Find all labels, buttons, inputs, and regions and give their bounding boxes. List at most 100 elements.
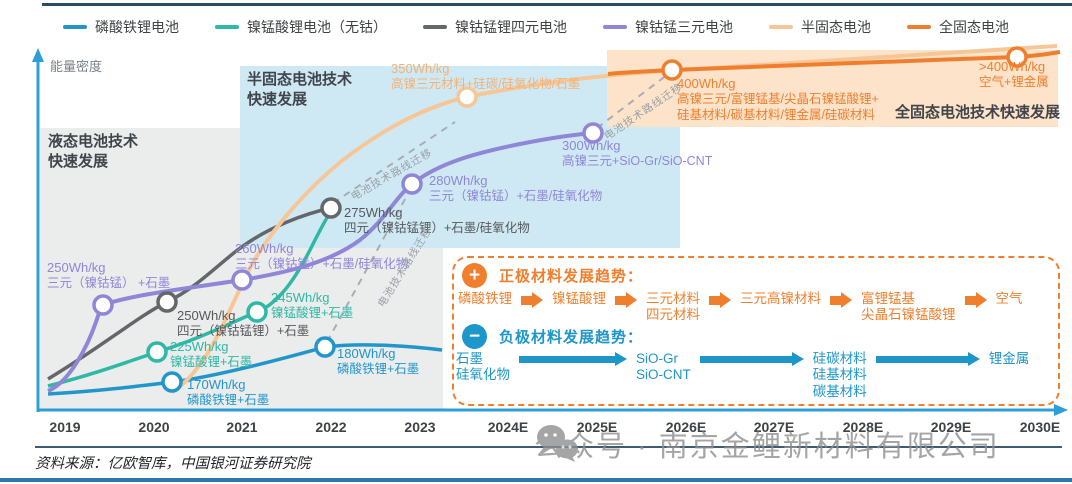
wechat-icon [537,425,578,462]
trend-item: 锂金属 [988,351,1030,366]
arrow-shaft [519,355,615,363]
data-label: 275Wh/kg 四元（镍钴锰锂）+石墨/硅氧化物 [344,205,530,237]
legend-swatch-icon [63,25,87,29]
data-label: 245Wh/kg 镍锰酸锂+石墨 [271,290,353,322]
data-label: 250Wh/kg 四元（镍钴锰锂）+石墨 [177,308,309,340]
data-label-materials: 磷酸铁锂+石墨 [337,362,420,377]
trend-item: 三元材料 四元材料 [646,291,700,323]
legend-swatch-icon [423,25,447,29]
trend-arrow-icon [964,292,987,308]
top-border-rule [42,3,1072,6]
positive-trend-header: + 正极材料发展趋势： [462,263,643,288]
data-label-materials: 镍锰酸锂+石墨 [170,355,253,370]
data-label-materials: 高镍三元/富锂锰基/尖晶石镍锰酸锂+ 硅基材料/碳基材料/锂金属/硅碳材料 [677,92,879,122]
arrow-head [615,352,627,366]
arrow-shaft [875,355,968,363]
trend-arrow-icon [521,292,543,308]
legend-item-4: 半固态电池 [769,17,871,37]
region-title-semi-solid: 半固态电池技术 快速发展 [247,71,353,109]
data-label: 280Wh/kg 三元（镍钴锰）+石墨/硅氧化物 [429,173,602,205]
series-all-solid-line [607,50,1061,76]
x-tick: 2029E [930,419,972,435]
migration-dashed-lines [326,74,668,343]
bottom-border-rule [0,478,1072,482]
minus-icon: − [462,324,487,349]
legend-label: 镍钴锰锂四元电池 [455,19,567,35]
arrow-head [967,352,980,366]
arrow-head [720,292,731,308]
positive-trend-row: 磷酸铁锂 镍锰酸锂 三元材料 四元材料 三元高镍材料 富锂锰基 尖晶石镍锰酸锂 空气 [458,291,1052,324]
data-label-value: 300Wh/kg [562,138,621,153]
legend-swatch-icon [907,25,931,29]
watermark: 公众号 · 南京金鲤新材料有限公司 [534,423,1000,465]
data-label-materials: 镍锰酸锂+石墨 [271,306,354,321]
trend-item: 硅碳材料 硅基材料 碳基材料 [812,351,867,399]
legend: 磷酸铁锂电池 镍锰酸锂电池（无钴） 镍钴锰锂四元电池 镍钴锰三元电池 半固态电池 全固态电… [0,17,1072,37]
data-label: 170Wh/kg 磷酸铁锂+石墨 [187,377,269,409]
data-label-value: 275Wh/kg [344,205,403,220]
arrow-head [791,352,804,366]
data-label-materials: 高镍三元+SiO-Gr/SiO-CNT [562,154,713,169]
data-point-markers [92,46,1028,393]
legend-label: 半固态电池 [801,19,871,35]
trend-item: 三元高镍材料 [740,291,821,306]
data-label-materials: 空气+锂金属 [979,75,1049,90]
arrow-head [532,292,543,308]
trend-item: 石墨 硅氧化物 [456,351,510,383]
legend-item-3: 镍钴锰三元电池 [603,17,733,37]
negative-trend-row: 石墨 硅氧化物 SiO-Gr SiO-CNT 硅碳材料 硅基材料 碳基材料 锂金属 [456,351,1056,400]
data-label: 350Wh/kg 高镍三元材料+硅碳/硅氧化物/石墨 [391,61,580,93]
x-tick: 2022 [315,419,347,435]
x-tick: 2019 [49,419,81,435]
data-label: 400Wh/kg 高镍三元/富锂锰基/尖晶石镍锰酸锂+ 硅基材料/碳基材料/锂金属… [677,76,879,123]
legend-swatch-icon [603,25,627,29]
legend-item-2: 镍钴锰锂四元电池 [423,17,567,37]
legend-item-0: 磷酸铁锂电池 [63,17,179,37]
data-label-value: >400Wh/kg [979,59,1046,74]
data-label-value: 180Wh/kg [337,346,396,361]
data-label: 260Wh/kg 三元（镍钴锰）+石墨/硅氧化物 [235,241,408,273]
series-lfp-line [47,343,443,396]
data-label-materials: 磷酸铁锂+石墨 [187,393,270,408]
x-tick: 2028E [842,419,884,435]
trend-arrow-icon [519,352,627,366]
data-label: 300Wh/kg 高镍三元+SiO-Gr/SiO-CNT [562,138,712,170]
x-axis-arrow-icon [1054,404,1068,416]
watermark-text: 公众号 · 南京金鲤新材料有限公司 [534,431,1000,463]
arrow-head [975,292,987,308]
data-label-value: 250Wh/kg [47,260,106,275]
legend-swatch-icon [215,25,239,29]
data-label-value: 245Wh/kg [271,290,330,305]
x-tick: 2025E [576,419,618,435]
x-tick: 2021 [226,419,258,435]
series-ncm-line [47,131,594,393]
data-label-value: 400Wh/kg [677,76,736,91]
region-title-liquid: 液态电池技术 快速发展 [48,133,139,171]
data-label-materials: 三元（镍钴锰）+石墨/硅氧化物 [429,189,603,204]
plus-icon: + [462,263,487,288]
arrow-shaft [830,295,841,305]
legend-swatch-icon [769,25,793,29]
legend-label: 镍锰酸锂电池（无钴） [247,19,387,35]
series-quaternary-line [47,206,332,381]
y-axis-arrow-icon [32,48,44,62]
data-label: 180Wh/kg 磷酸铁锂+石墨 [337,346,419,378]
arrow-head [626,292,637,308]
axes [32,48,1068,416]
trend-arrow-icon [615,292,637,308]
data-label-value: 225Wh/kg [170,339,229,354]
source-note: 资料来源：亿欧智库，中国银河证券研究院 [35,456,311,472]
trend-arrow-icon [875,352,980,366]
x-tick: 2020 [138,419,170,435]
x-tick: 2023 [404,419,436,435]
data-label-value: 170Wh/kg [187,377,246,392]
arrow-shaft [699,355,792,363]
data-label-value: 350Wh/kg [391,61,450,76]
negative-trend-title: 负极材料发展趋势： [499,329,644,346]
data-label: 250Wh/kg 三元（镍钴锰） +石墨 [47,260,170,292]
data-label-materials: 三元（镍钴锰）+石墨/硅氧化物 [235,257,409,272]
y-axis-label: 能量密度 [50,59,103,74]
trend-arrow-icon [709,292,731,308]
x-tick: 2024E [487,419,529,435]
